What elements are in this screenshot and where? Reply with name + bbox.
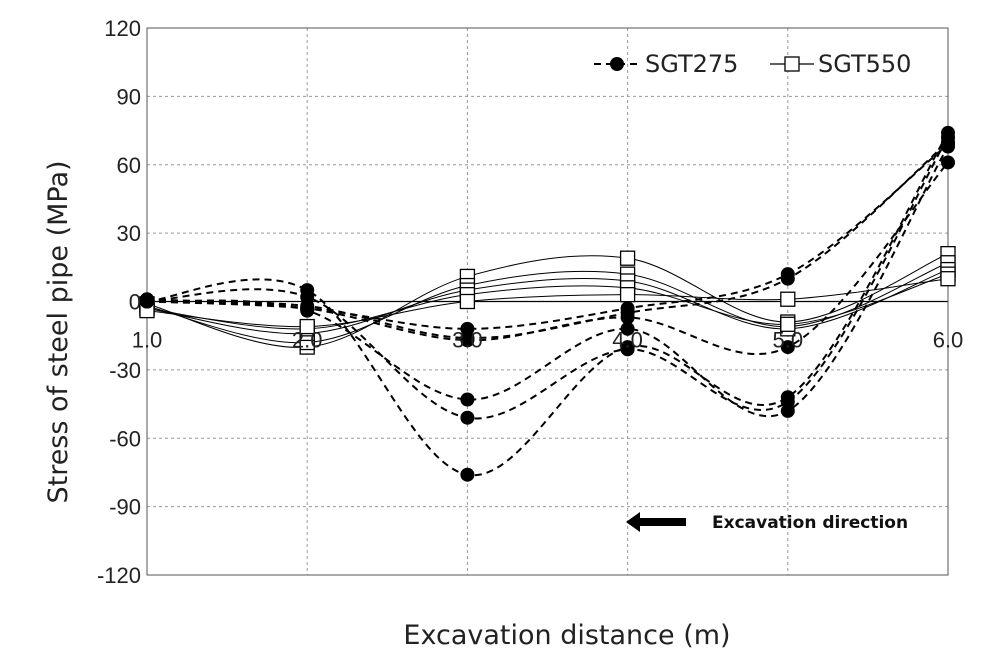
data-point-sgt550	[619, 287, 636, 303]
x-tick-label: 6.0	[933, 328, 964, 353]
data-point-sgt275	[460, 333, 475, 348]
series-sgt275	[140, 134, 955, 345]
y-tick-label: 90	[117, 84, 141, 109]
series-line-sgt550	[146, 269, 949, 335]
series-line-sgt550	[146, 273, 949, 330]
x-tick-labels: 1.0 2.0 3.0 4.0 5.0 6.0	[132, 328, 964, 353]
y-tick-label: 30	[117, 221, 141, 246]
y-tick-label: 60	[117, 153, 141, 178]
series-sgt550	[139, 255, 956, 351]
series-sgt275	[140, 139, 955, 418]
data-point-sgt550	[299, 318, 315, 335]
y-tick-labels: 120 90 60 30 0 -30 -60 -90 -120	[97, 16, 141, 588]
y-tick-label: -30	[109, 358, 141, 383]
x-tick-label: 4.0	[612, 328, 643, 353]
data-point-sgt275	[460, 321, 475, 336]
data-point-sgt550	[780, 291, 796, 307]
series-sgt275	[140, 130, 955, 425]
data-point-sgt550	[940, 271, 956, 287]
series-layer	[139, 125, 956, 482]
series-sgt275	[140, 137, 955, 336]
excavation-direction-annotation: Excavation direction	[626, 512, 908, 533]
data-point-sgt275	[460, 410, 475, 425]
data-point-sgt275	[460, 467, 475, 482]
y-tick-label: 0	[129, 290, 141, 315]
data-point-sgt550	[459, 293, 476, 310]
series-line-sgt275	[146, 141, 949, 339]
data-point-sgt275	[140, 292, 154, 307]
x-tick-label: 5.0	[773, 328, 804, 353]
legend-item-sgt550: SGT550	[770, 50, 911, 78]
x-tick-label: 2.0	[292, 328, 323, 353]
series-line-sgt550	[146, 262, 949, 344]
y-tick-label: 120	[104, 16, 141, 41]
legend-marker-sgt275	[610, 57, 624, 71]
data-point-sgt275	[780, 403, 795, 418]
series-line-sgt550	[146, 253, 949, 348]
legend-item-sgt275: SGT275	[594, 50, 738, 78]
y-tick-label: -90	[109, 495, 141, 520]
y-tick-label: -60	[109, 426, 141, 451]
series-line-sgt275	[146, 161, 949, 355]
series-line-sgt275	[146, 132, 949, 476]
legend-label-sgt550: SGT550	[818, 50, 911, 78]
legend-marker-sgt550	[784, 56, 800, 72]
data-point-sgt275	[620, 342, 635, 357]
data-point-sgt275	[300, 301, 315, 316]
x-tick-label: 3.0	[452, 328, 483, 353]
series-sgt275	[140, 125, 955, 482]
series-line-sgt275	[146, 136, 949, 420]
legend: SGT275 SGT550	[594, 50, 911, 78]
left-arrow-icon	[626, 512, 686, 532]
series-sgt275	[140, 155, 955, 355]
data-point-sgt550	[780, 316, 796, 332]
data-point-sgt275	[941, 155, 955, 170]
x-tick-label: 1.0	[132, 328, 163, 353]
y-tick-label: -120	[97, 563, 141, 588]
data-point-sgt275	[620, 310, 635, 325]
series-line-sgt550	[146, 278, 949, 328]
data-point-sgt275	[780, 267, 795, 282]
y-axis-title: Stress of steel pipe (MPa)	[43, 160, 74, 503]
series-line-sgt275	[146, 146, 949, 418]
data-point-sgt275	[620, 321, 635, 336]
legend-label-sgt275: SGT275	[645, 50, 738, 78]
series-sgt550	[139, 245, 956, 355]
series-sgt550	[139, 271, 956, 335]
annotation-label: Excavation direction	[712, 513, 908, 533]
data-point-sgt275	[780, 340, 795, 355]
x-axis-title: Excavation distance (m)	[403, 620, 730, 651]
data-point-sgt275	[460, 392, 475, 407]
data-point-sgt550	[619, 250, 636, 266]
data-point-sgt275	[941, 137, 955, 152]
